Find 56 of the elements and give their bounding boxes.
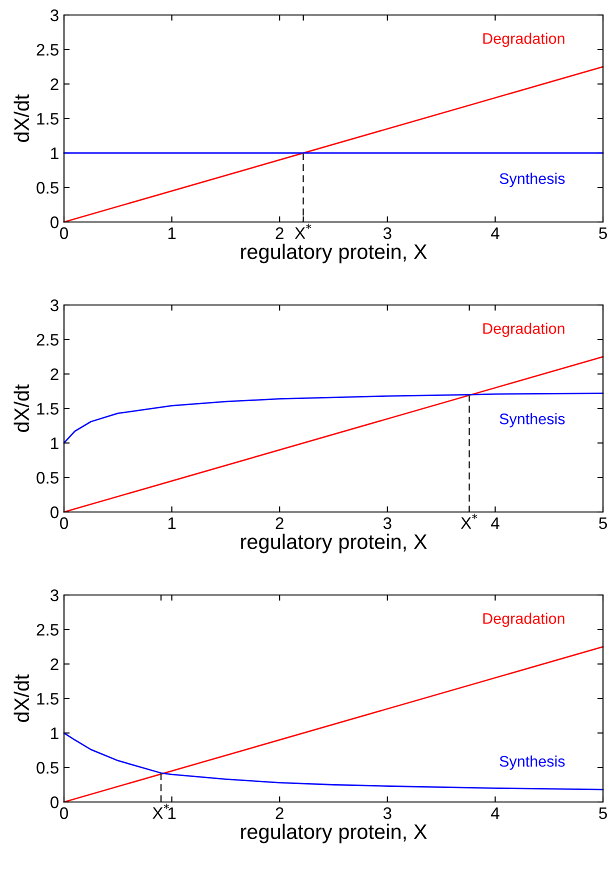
line-series [63, 392, 604, 444]
y-tick-label: 0 [50, 796, 58, 808]
y-tick-label: 3 [50, 589, 58, 602]
x-tick-label: 2 [276, 227, 284, 239]
x-tick-label: 1 [168, 227, 176, 239]
x-tick-label: 1 [168, 807, 176, 819]
x-tick-label: 0 [60, 517, 68, 530]
x-tick-label: 3 [383, 227, 392, 240]
x-tick-label: 5 [599, 227, 607, 240]
x-axis-title: regulatory protein, X [241, 824, 427, 844]
x-tick-label: 0 [60, 807, 68, 820]
y-tick-label: 0.5 [36, 182, 58, 194]
x-tick-label: 1 [168, 517, 176, 529]
y-tick-label: 2.5 [36, 624, 58, 636]
x-tick-label: 4 [490, 517, 500, 529]
y-tick-label: 1 [51, 438, 58, 450]
y-tick-label: 2 [50, 368, 58, 380]
y-axis-title: dX/dt [14, 94, 30, 142]
y-tick-label: 3 [50, 299, 58, 312]
x-tick-label: 2 [276, 517, 284, 529]
series-label: Synthesis [500, 172, 565, 188]
x-tick-label: 3 [383, 517, 392, 530]
x-tick-label: 0 [60, 227, 68, 240]
y-tick-label: 1.5 [37, 113, 58, 125]
x-axis-title: regulatory protein, X [241, 244, 427, 264]
x-tick-label: 4 [490, 227, 500, 239]
series-label: Synthesis [500, 413, 565, 428]
x-tick-label: 2 [276, 807, 284, 819]
x-tick-label: 3 [383, 807, 392, 820]
y-tick-label: 3 [50, 9, 58, 22]
y-tick-label: 0 [50, 506, 58, 518]
y-tick-label: 1 [51, 148, 58, 160]
x-tick-label: 5 [599, 807, 607, 820]
line-series [63, 732, 604, 790]
y-tick-label: 1.5 [37, 403, 58, 415]
y-axis-title: dX/dt [14, 384, 30, 432]
x-tick-label: 5 [599, 517, 607, 530]
y-tick-label: 2.5 [36, 334, 58, 346]
y-tick-label: 1 [51, 728, 58, 740]
x-tick-label: X$^{*}$ [294, 224, 312, 239]
y-tick-label: 0.5 [36, 472, 58, 484]
x-axis-title: regulatory protein, X [241, 534, 427, 554]
y-tick-label: 0 [50, 216, 58, 228]
series-label: Degradation [483, 612, 564, 627]
x-tick-label: X$^{*}$ [460, 514, 478, 529]
y-axis-title: dX/dt [14, 674, 30, 722]
series-label: Degradation [483, 322, 564, 337]
series-label: Synthesis [500, 756, 565, 770]
y-tick-label: 0.5 [36, 762, 58, 774]
y-tick-label: 2.5 [36, 44, 58, 56]
series-label: Degradation [483, 32, 564, 47]
y-tick-label: 2 [50, 78, 58, 90]
y-tick-label: 2 [50, 658, 58, 670]
x-tick-label: 4 [490, 807, 500, 819]
x-tick-label: X$^{*}$ [152, 804, 169, 819]
y-tick-label: 1.5 [37, 693, 58, 705]
